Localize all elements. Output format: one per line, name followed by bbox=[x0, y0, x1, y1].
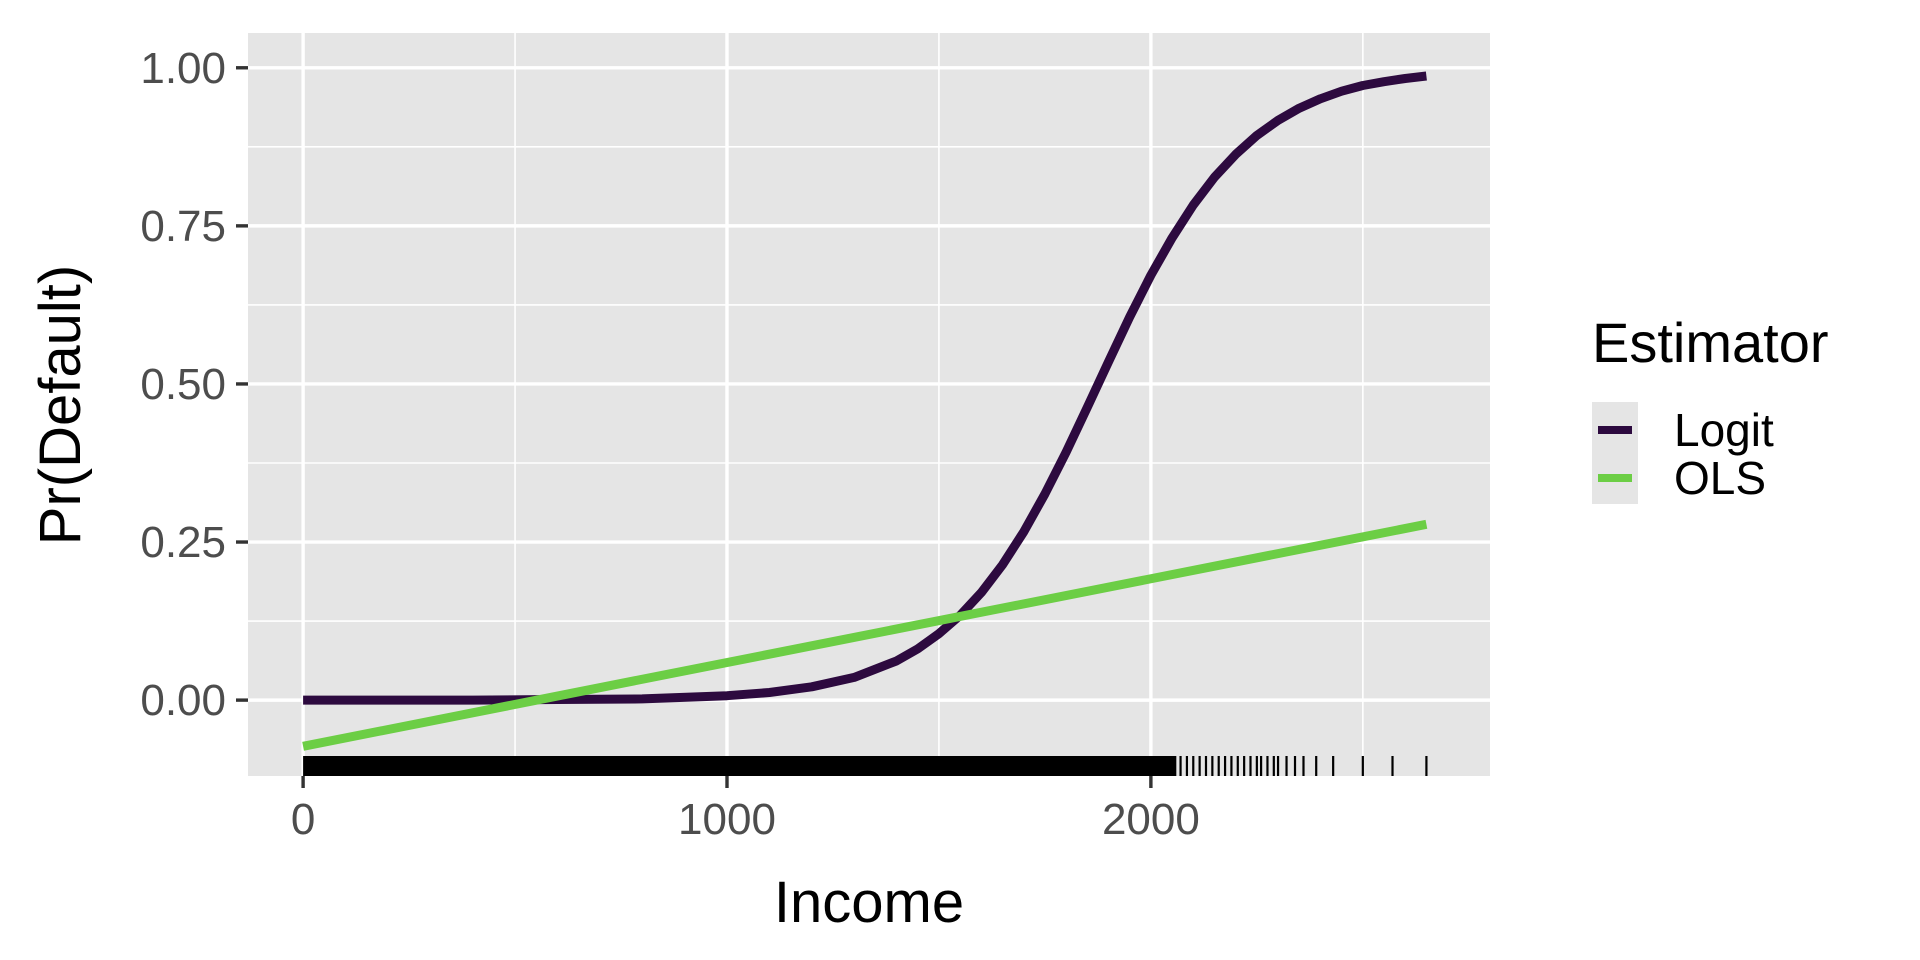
y-axis-title: Pr(Default) bbox=[28, 265, 93, 545]
y-tick-label: 1.00 bbox=[140, 44, 226, 93]
y-tick-label: 0.50 bbox=[140, 360, 226, 409]
x-axis: 0 1000 2000 bbox=[291, 776, 1200, 844]
legend-key-background bbox=[1592, 402, 1638, 504]
x-tick-label: 0 bbox=[291, 795, 315, 844]
x-tick-label: 2000 bbox=[1102, 795, 1200, 844]
plot-panel bbox=[248, 33, 1490, 776]
y-tick-label: 0.00 bbox=[140, 676, 226, 725]
legend: Estimator Logit OLS bbox=[1592, 311, 1829, 504]
series-line-logit bbox=[303, 71, 1427, 705]
x-tick-label: 1000 bbox=[678, 795, 776, 844]
y-axis: 0.00 0.25 0.50 0.75 1.00 bbox=[140, 44, 248, 725]
x-axis-title: Income bbox=[774, 870, 964, 935]
y-tick-label: 0.25 bbox=[140, 518, 226, 567]
series-line-ols bbox=[302, 519, 1428, 751]
y-tick-label: 0.75 bbox=[140, 202, 226, 251]
series-lines bbox=[302, 71, 1428, 751]
rug-band bbox=[303, 756, 1177, 776]
grid-minor bbox=[248, 33, 1490, 776]
rug bbox=[303, 756, 1428, 776]
legend-label-ols: OLS bbox=[1674, 452, 1766, 504]
legend-label-logit: Logit bbox=[1674, 404, 1774, 456]
legend-title: Estimator bbox=[1592, 311, 1829, 374]
